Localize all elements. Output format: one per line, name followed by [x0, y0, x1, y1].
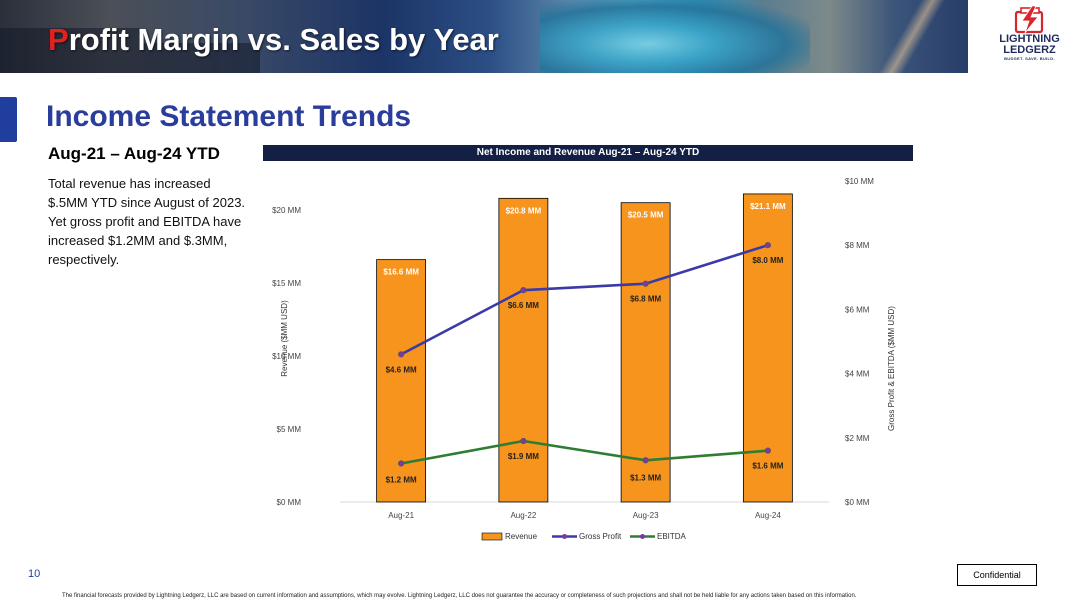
revenue-bar	[498, 197, 549, 503]
income-chart: $0 MM $5 MM $10 MM $15 MM $20 MM $0 MM $2 MM $4…	[263, 145, 913, 550]
gross-profit-data-label: $4.6 MM	[386, 365, 417, 374]
y2-tick-label: $0 MM	[845, 498, 870, 507]
chart-title: Net Income and Revenue Aug-21 – Aug-24 Y…	[263, 145, 913, 161]
section-heading: Income Statement Trends	[46, 100, 412, 133]
y2-tick-label: $10 MM	[845, 177, 874, 186]
legend-ebitda-marker	[640, 534, 645, 539]
gross-profit-data-label: $6.6 MM	[508, 301, 539, 310]
revenue-data-label: $20.5 MM	[628, 211, 664, 220]
header-banner	[0, 0, 1091, 73]
gross-profit-point	[398, 351, 405, 358]
ebitda-data-label: $1.9 MM	[508, 452, 539, 461]
y-axis-title: Revenue ($MM USD)	[280, 300, 289, 377]
gross-profit-data-label: $8.0 MM	[752, 256, 783, 265]
y2-axis-title: Gross Profit & EBITDA ($MM USD)	[887, 306, 896, 431]
banner-water-image	[540, 0, 810, 73]
gross-profit-point	[642, 280, 649, 287]
banner-road-image	[860, 0, 970, 73]
ebitda-data-label: $1.6 MM	[752, 462, 783, 471]
x-tick-label: Aug-24	[755, 511, 781, 520]
summary-paragraph: Total revenue has increased $.5MM YTD si…	[48, 176, 246, 267]
revenue-bar	[742, 193, 793, 503]
legend-revenue-label: Revenue	[505, 532, 538, 541]
ebitda-line	[400, 439, 768, 465]
logo-text-line1: LIGHTNING	[999, 33, 1060, 45]
y2-tick-label: $8 MM	[845, 241, 870, 250]
ebitda-point	[520, 437, 527, 445]
y-tick-label: $5 MM	[277, 425, 302, 434]
logo-text-line2: LEDGERZ	[1003, 44, 1056, 56]
x-tick-label: Aug-21	[388, 511, 414, 520]
banner-skyline	[140, 43, 260, 73]
page-title-rest: rofit Margin vs. Sales by Year	[68, 22, 499, 57]
ebitda-data-label: $1.2 MM	[386, 475, 417, 484]
ebitda-point	[764, 447, 771, 454]
gross-profit-point	[520, 287, 527, 294]
legend-ebitda-label: EBITDA	[657, 532, 687, 541]
ebitda-point	[642, 457, 649, 464]
page-title: Profit Margin vs. Sales by Year	[48, 22, 499, 58]
confidential-badge: Confidential	[957, 564, 1037, 586]
legend-revenue-swatch	[481, 532, 503, 541]
legend-gross-profit-marker	[562, 534, 567, 539]
chart-canvas: $0 MM $5 MM $10 MM $15 MM $20 MM $0 MM $2 MM $4…	[272, 177, 896, 541]
page-number: 10	[28, 568, 41, 580]
section-accent-bar	[0, 97, 17, 142]
y2-tick-label: $6 MM	[845, 305, 870, 314]
y-tick-label: $10 MM	[272, 352, 301, 361]
gross-profit-line	[400, 243, 769, 356]
lightning-bolt-icon	[1014, 6, 1043, 34]
gross-profit-point	[764, 242, 771, 249]
y-tick-label: $20 MM	[272, 206, 301, 215]
x-tick-label: Aug-23	[633, 511, 659, 520]
company-logo: LIGHTNING LEDGERZ BUDGET. SAVE. BUILD.	[968, 4, 1091, 70]
revenue-data-label: $21.1 MM	[750, 202, 786, 211]
y2-tick-label: $4 MM	[845, 370, 870, 379]
legend-gross-profit-label: Gross Profit	[579, 532, 622, 541]
revenue-data-label: $20.8 MM	[506, 206, 542, 215]
disclaimer-text: The financial forecasts provided by Ligh…	[62, 593, 857, 599]
ebitda-point	[398, 460, 405, 467]
logo-tagline: BUDGET. SAVE. BUILD.	[1004, 56, 1055, 61]
revenue-data-label: $16.6 MM	[383, 268, 419, 277]
y-tick-label: $15 MM	[272, 279, 301, 288]
ebitda-data-label: $1.3 MM	[630, 473, 661, 482]
page-title-first-letter: P	[48, 22, 69, 57]
gross-profit-data-label: $6.8 MM	[630, 295, 661, 304]
revenue-bar	[620, 202, 671, 503]
period-subheading: Aug-21 – Aug-24 YTD	[48, 144, 220, 163]
y2-tick-label: $2 MM	[845, 434, 870, 443]
y-tick-label: $0 MM	[277, 498, 302, 507]
banner-skyline	[0, 28, 140, 73]
x-tick-label: Aug-22	[510, 511, 536, 520]
